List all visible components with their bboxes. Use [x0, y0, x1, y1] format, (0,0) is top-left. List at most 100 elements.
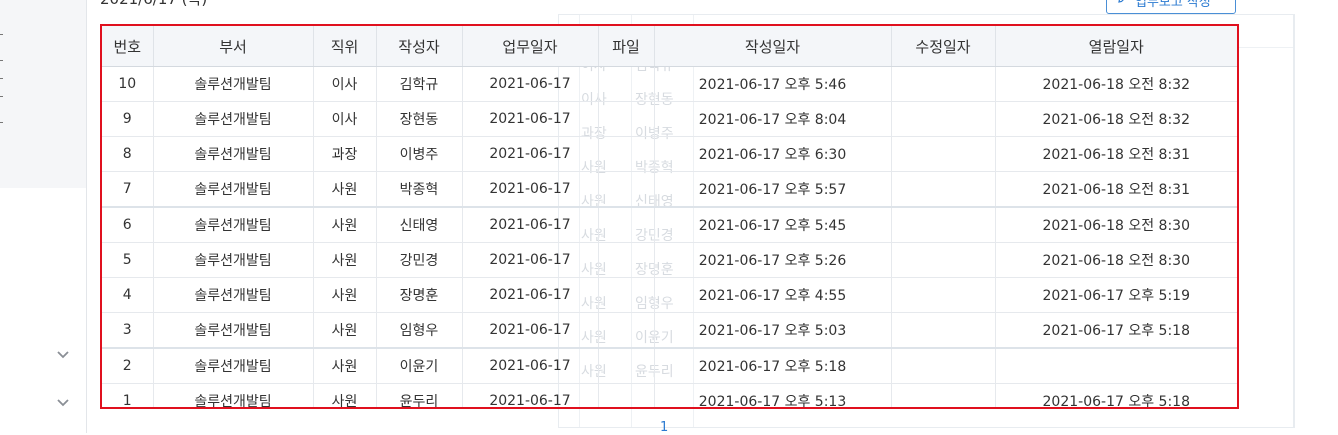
table-cell: 이사: [313, 66, 377, 102]
table-cell: 4: [102, 277, 154, 313]
divider: [1294, 14, 1295, 428]
table-cell: 2021-06-17: [462, 383, 599, 407]
table-cell: [891, 277, 996, 313]
column-header[interactable]: 파일: [598, 26, 655, 67]
table-cell: 1: [102, 383, 154, 407]
table-cell: 박종혁: [376, 171, 463, 208]
table-cell: [891, 383, 996, 407]
table-cell: 2021-06-17: [462, 312, 599, 349]
column-header[interactable]: 업무일자: [462, 26, 599, 67]
table-cell: 2021-06-18 오전 8:32: [995, 66, 1237, 102]
table-row[interactable]: 3 솔루션개발팀 사원 임형우 2021-06-17 2021-06-17 오후 5:03…: [102, 312, 1237, 349]
table-cell: 김학규: [376, 66, 463, 102]
table-cell: 2021-06-17 오후 6:30: [654, 136, 892, 172]
table-cell: 2021-06-17 오후 8:04: [654, 101, 892, 137]
table-cell: [891, 136, 996, 172]
table-cell: [891, 101, 996, 137]
sidebar-marker: [0, 78, 3, 79]
table-cell: 장명훈: [376, 277, 463, 313]
table-cell: 솔루션개발팀: [153, 242, 314, 278]
table-cell: 2021-06-17: [462, 171, 599, 208]
table-cell: 솔루션개발팀: [153, 383, 314, 407]
table-cell: 2021-06-17 오후 4:55: [654, 277, 892, 313]
table-cell: 2021-06-17 오후 5:26: [654, 242, 892, 278]
table-cell: [598, 171, 655, 208]
column-header[interactable]: 번호: [102, 26, 154, 67]
write-report-button[interactable]: 업무보고 작성: [1106, 0, 1236, 14]
work-report-table: 번호 부서 직위 작성자 업무일자 파일 작성일자 수정일자 열람일자 10 솔루션개발팀 이사 김학…: [100, 24, 1239, 409]
column-header[interactable]: 작성일자: [654, 26, 892, 67]
table-cell: 3: [102, 312, 154, 349]
sidebar-marker: [0, 122, 3, 123]
table-cell: [598, 136, 655, 172]
table-cell: 과장: [313, 136, 377, 172]
write-report-label: 업무보고 작성: [1135, 0, 1211, 10]
table-cell: 사원: [313, 383, 377, 407]
table-cell: [598, 348, 655, 384]
table-cell: [598, 312, 655, 349]
table-cell: 사원: [313, 312, 377, 349]
pagination-current-page[interactable]: 1: [660, 420, 669, 435]
table-row[interactable]: 5 솔루션개발팀 사원 강민경 2021-06-17 2021-06-17 오후 5:26…: [102, 242, 1237, 278]
table-cell: [995, 348, 1237, 384]
table-cell: 7: [102, 171, 154, 208]
table-cell: 사원: [313, 171, 377, 208]
table-cell: 2021-06-17: [462, 101, 599, 137]
table-cell: 이윤기: [376, 348, 463, 384]
table-cell: [598, 207, 655, 243]
table-cell: 2021-06-17: [462, 66, 599, 102]
table-cell: 2021-06-17: [462, 207, 599, 243]
table-cell: 솔루션개발팀: [153, 312, 314, 349]
table-row[interactable]: 4 솔루션개발팀 사원 장명훈 2021-06-17 2021-06-17 오후 4:55…: [102, 277, 1237, 313]
table-cell: 사원: [313, 277, 377, 313]
table-cell: 6: [102, 207, 154, 243]
table-row[interactable]: 1 솔루션개발팀 사원 윤두리 2021-06-17 2021-06-17 오후 5:13…: [102, 383, 1237, 407]
table-row[interactable]: 8 솔루션개발팀 과장 이병주 2021-06-17 2021-06-17 오후 6:30…: [102, 136, 1237, 172]
table-cell: 2021-06-17: [462, 348, 599, 384]
table-cell: 사원: [313, 207, 377, 243]
table-cell: 2021-06-18 오전 8:32: [995, 101, 1237, 137]
table-cell: [598, 277, 655, 313]
table-cell: [598, 383, 655, 407]
column-header[interactable]: 부서: [153, 26, 314, 67]
column-header[interactable]: 수정일자: [891, 26, 996, 67]
table-cell: 2021-06-18 오전 8:30: [995, 242, 1237, 278]
table-cell: 장현동: [376, 101, 463, 137]
table-cell: 솔루션개발팀: [153, 101, 314, 137]
table-cell: 솔루션개발팀: [153, 277, 314, 313]
table-cell: 2021-06-18 오전 8:31: [995, 171, 1237, 208]
table-cell: 솔루션개발팀: [153, 171, 314, 208]
table-cell: 8: [102, 136, 154, 172]
table-row[interactable]: 10 솔루션개발팀 이사 김학규 2021-06-17 2021-06-17 오후 5:4…: [102, 66, 1237, 102]
table-cell: 2021-06-17 오후 5:46: [654, 66, 892, 102]
table-row[interactable]: 2 솔루션개발팀 사원 이윤기 2021-06-17 2021-06-17 오후 5:18: [102, 348, 1237, 384]
table-cell: 2021-06-17: [462, 277, 599, 313]
table-cell: [598, 66, 655, 102]
column-header[interactable]: 열람일자: [995, 26, 1237, 67]
table-header-row: 번호 부서 직위 작성자 업무일자 파일 작성일자 수정일자 열람일자: [102, 26, 1237, 67]
table-cell: 윤두리: [376, 383, 463, 407]
column-header[interactable]: 작성자: [376, 26, 463, 67]
table-cell: [891, 312, 996, 349]
chevron-down-icon[interactable]: [54, 394, 72, 412]
table-cell: 2021-06-17 오후 5:13: [654, 383, 892, 407]
table-cell: 2021-06-17 오후 5:57: [654, 171, 892, 208]
left-sidebar: [0, 0, 87, 188]
sidebar-marker: [0, 60, 3, 61]
table-row[interactable]: 9 솔루션개발팀 이사 장현동 2021-06-17 2021-06-17 오후 8:04…: [102, 101, 1237, 137]
report-date: 2021/6/17 (목): [100, 0, 207, 9]
chevron-down-icon[interactable]: [54, 346, 72, 364]
table-cell: 5: [102, 242, 154, 278]
table-cell: 2021-06-17 오후 5:03: [654, 312, 892, 349]
table-cell: [598, 101, 655, 137]
sidebar-marker: [0, 34, 3, 35]
table-row[interactable]: 7 솔루션개발팀 사원 박종혁 2021-06-17 2021-06-17 오후 5:57…: [102, 171, 1237, 208]
table-cell: [598, 242, 655, 278]
table-cell: 2021-06-18 오전 8:30: [995, 207, 1237, 243]
column-header[interactable]: 직위: [313, 26, 377, 67]
table-cell: 솔루션개발팀: [153, 348, 314, 384]
table-cell: 2021-06-17: [462, 136, 599, 172]
table-cell: 솔루션개발팀: [153, 66, 314, 102]
table-row[interactable]: 6 솔루션개발팀 사원 신태영 2021-06-17 2021-06-17 오후 5:45…: [102, 207, 1237, 243]
table-cell: [891, 242, 996, 278]
